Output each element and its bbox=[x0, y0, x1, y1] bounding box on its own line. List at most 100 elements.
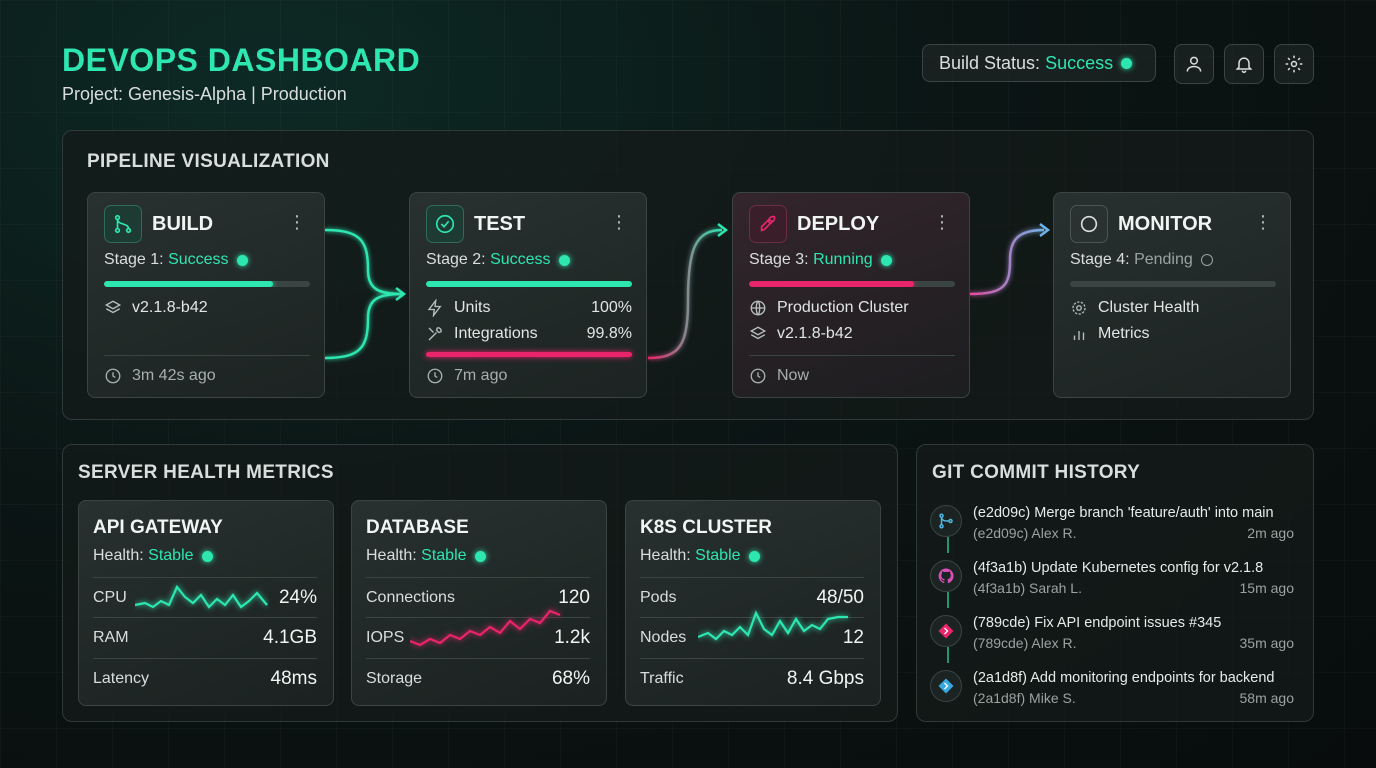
commit-meta: (2a1d8f) Mike S. bbox=[973, 690, 1076, 706]
metric-value: 8.4 Gbps bbox=[786, 667, 864, 689]
stage-row: Integrations 99.8% bbox=[426, 325, 632, 343]
health-value: Stable bbox=[695, 547, 741, 564]
metric-label: CPU bbox=[93, 588, 127, 606]
cpu-sparkline bbox=[135, 584, 268, 609]
metric-label: Storage bbox=[366, 669, 423, 687]
status-dot-icon bbox=[474, 550, 486, 562]
commit-text: Update Kubernetes config for v2.1.8 bbox=[1031, 560, 1264, 576]
cluster-label: Production Cluster bbox=[777, 299, 909, 316]
more-options-icon[interactable]: ⋮ bbox=[1254, 212, 1272, 232]
git-diamond-icon bbox=[930, 615, 962, 647]
connector-deploy-monitor bbox=[969, 228, 1045, 296]
metric-card-title: API GATEWAY bbox=[93, 517, 223, 538]
stage-row: v2.1.8-b42 bbox=[749, 325, 955, 343]
commit-message: (2a1d8f) Add monitoring endpoints for ba… bbox=[973, 670, 1275, 686]
commit-item[interactable]: (789cde) Fix API endpoint issues #345 (7… bbox=[930, 613, 1300, 663]
commit-text: Fix API endpoint issues #345 bbox=[1034, 615, 1222, 631]
bar-chart-icon bbox=[1073, 331, 1085, 340]
build-status-badge[interactable]: Build Status: Success bbox=[922, 44, 1156, 82]
more-options-icon[interactable]: ⋮ bbox=[288, 212, 306, 232]
git-branch-icon bbox=[104, 205, 142, 243]
build-status-label: Build Status: bbox=[939, 52, 1041, 73]
user-icon bbox=[1186, 56, 1202, 72]
metric-value: 24% bbox=[278, 586, 317, 608]
stage-row: Units 100% bbox=[426, 299, 632, 317]
commit-item[interactable]: (4f3a1b) Update Kubernetes config for v2… bbox=[930, 558, 1300, 608]
stage-time: 7m ago bbox=[426, 367, 507, 385]
connector-build-bottom bbox=[324, 292, 403, 360]
metric-label: Traffic bbox=[640, 669, 684, 687]
metric-label: Latency bbox=[93, 669, 150, 687]
metric-value: 12 bbox=[842, 626, 864, 648]
clock-icon bbox=[750, 368, 766, 384]
commit-hash: (2a1d8f) bbox=[973, 670, 1028, 686]
commit-time: 15m ago bbox=[1239, 580, 1294, 596]
git-panel bbox=[916, 444, 1314, 722]
metric-row: Nodes 12 bbox=[640, 617, 864, 657]
stage-label: Stage 3: bbox=[749, 251, 809, 268]
stage-card-test[interactable]: TEST ⋮ Stage 2: Success Units 100% Integ… bbox=[409, 192, 647, 398]
circle-icon bbox=[1070, 205, 1108, 243]
metric-row: Storage 68% bbox=[366, 658, 590, 698]
stage-time-value: 3m 42s ago bbox=[132, 367, 216, 384]
more-options-icon[interactable]: ⋮ bbox=[610, 212, 628, 232]
stage-status-value: Success bbox=[168, 251, 229, 268]
metric-card-api-gateway[interactable]: API GATEWAY Health: Stable CPU 24% RAM 4.1… bbox=[78, 500, 334, 706]
more-options-icon[interactable]: ⋮ bbox=[933, 212, 951, 232]
metric-value: 120 bbox=[558, 586, 590, 608]
commit-hash: (4f3a1b) bbox=[973, 560, 1028, 576]
user-button[interactable] bbox=[1174, 44, 1214, 84]
stage-row: Metrics bbox=[1070, 325, 1276, 343]
status-dot-icon bbox=[880, 254, 892, 266]
metric-row: IOPS 1.2k bbox=[366, 617, 590, 657]
rocket-icon bbox=[749, 205, 787, 243]
nodes-sparkline bbox=[698, 610, 848, 641]
stage-time-value: Now bbox=[777, 367, 810, 384]
commit-author: Alex R. bbox=[1031, 525, 1077, 541]
commit-message: (4f3a1b) Update Kubernetes config for v2… bbox=[973, 560, 1263, 576]
metric-value: 68% bbox=[551, 667, 590, 689]
git-title: GIT COMMIT HISTORY bbox=[932, 462, 1141, 483]
units-label: Units bbox=[454, 299, 491, 316]
commit-item[interactable]: (2a1d8f) Add monitoring endpoints for ba… bbox=[930, 668, 1300, 718]
integrations-label: Integrations bbox=[454, 325, 538, 342]
notifications-button[interactable] bbox=[1224, 44, 1264, 84]
settings-button[interactable] bbox=[1274, 44, 1314, 84]
iops-sparkline bbox=[410, 609, 561, 647]
commit-time: 58m ago bbox=[1239, 690, 1294, 706]
commit-hash: (789cde) bbox=[973, 615, 1031, 631]
commit-time: 2m ago bbox=[1247, 525, 1294, 541]
timeline-line bbox=[947, 537, 949, 553]
metric-row: RAM 4.1GB bbox=[93, 617, 317, 657]
stage-status-value: Pending bbox=[1134, 251, 1193, 268]
git-merge-icon bbox=[930, 505, 962, 537]
stage-status: Stage 4: Pending bbox=[1070, 251, 1213, 269]
integrations-value: 99.8% bbox=[586, 325, 632, 342]
commit-item[interactable]: (e2d09c) Merge branch 'feature/auth' int… bbox=[930, 503, 1300, 553]
cluster-health-label: Cluster Health bbox=[1098, 299, 1200, 316]
commit-message: (789cde) Fix API endpoint issues #345 bbox=[973, 615, 1221, 631]
stage-progress-bar bbox=[104, 281, 310, 287]
metric-row: Pods 48/50 bbox=[640, 577, 864, 617]
cog-icon bbox=[1072, 301, 1086, 315]
commit-hash: (4f3a1b) bbox=[973, 580, 1026, 596]
layers-icon bbox=[749, 326, 767, 340]
globe-icon bbox=[750, 300, 766, 316]
commit-hash: (e2d09c) bbox=[973, 525, 1029, 541]
stage-status: Stage 2: Success bbox=[426, 251, 570, 269]
stage-card-monitor[interactable]: MONITOR ⋮ Stage 4: Pending Cluster Healt… bbox=[1053, 192, 1291, 398]
status-dot-icon bbox=[1121, 57, 1133, 69]
commit-author: Sarah L. bbox=[1029, 580, 1082, 596]
metrics-title: SERVER HEALTH METRICS bbox=[78, 462, 334, 483]
status-dot-icon bbox=[236, 254, 248, 266]
metric-card-database[interactable]: DATABASE Health: Stable Connections 120 I… bbox=[351, 500, 607, 706]
status-dot-icon bbox=[201, 550, 213, 562]
stage-card-build[interactable]: BUILD ⋮ Stage 1: Success v2.1.8-b42 3m 4… bbox=[87, 192, 325, 398]
git-diamond-icon bbox=[930, 670, 962, 702]
metric-card-k8s-cluster[interactable]: K8S CLUSTER Health: Stable Pods 48/50 Nod… bbox=[625, 500, 881, 706]
stage-card-deploy[interactable]: DEPLOY ⋮ Stage 3: Running Production Clu… bbox=[732, 192, 970, 398]
status-dot-icon bbox=[748, 550, 760, 562]
health-label: Health: bbox=[640, 547, 691, 564]
commit-hash: (789cde) bbox=[973, 635, 1029, 651]
